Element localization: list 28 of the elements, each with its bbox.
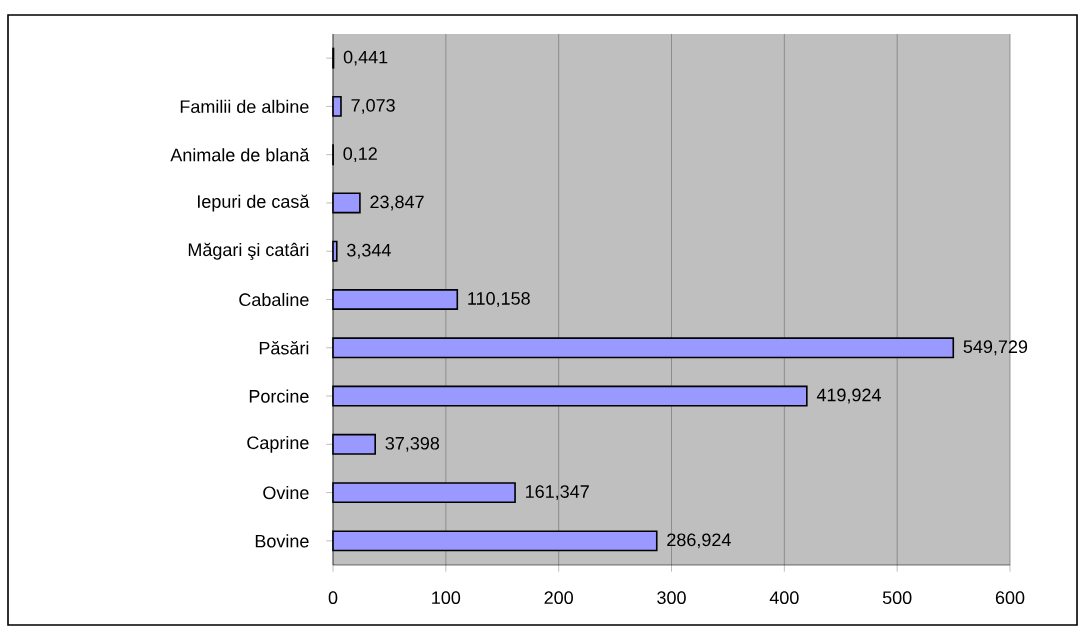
data-label: 3,344	[347, 243, 391, 259]
x-tick-label: 500	[882, 591, 912, 605]
data-label: 549,729	[963, 340, 1028, 356]
y-tick-label: Măgari şi catâri	[188, 242, 309, 260]
data-label: 7,073	[351, 98, 395, 114]
data-label: 23,847	[370, 195, 424, 211]
y-tick-label: Caprine	[247, 435, 309, 453]
x-tick-label: 400	[769, 591, 799, 605]
y-tick-label: Familii de albine	[180, 99, 309, 114]
x-tick-label: 0	[328, 591, 338, 605]
data-label: 37,398	[385, 436, 440, 452]
x-tick-label: 200	[544, 591, 573, 605]
y-tick-label: Iepuri de casă	[197, 194, 310, 212]
data-label: 286,924	[667, 533, 731, 549]
y-tick-label: Bovine	[255, 534, 309, 548]
x-tick-label: 100	[432, 591, 461, 605]
data-label: 0,441	[343, 50, 388, 66]
y-tick-label: Animale de blană	[170, 147, 310, 162]
y-tick-label: Păsări	[259, 341, 309, 355]
data-label: 419,924	[816, 388, 881, 404]
x-tick-label: 600	[995, 591, 1025, 605]
y-tick-label: Porcine	[249, 389, 309, 403]
y-tick-label: Cabaline	[239, 292, 309, 307]
x-tick-label: 300	[657, 591, 686, 605]
data-label: 110,158	[468, 292, 530, 307]
data-label: 0,12	[343, 147, 377, 163]
y-tick-label: Ovine	[263, 485, 309, 500]
data-label: 161,347	[526, 485, 589, 501]
